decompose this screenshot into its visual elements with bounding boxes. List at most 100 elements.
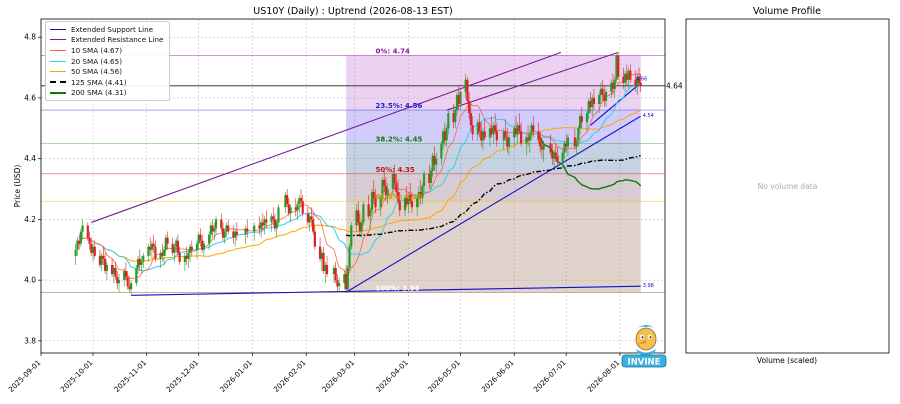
candle-body <box>409 195 412 202</box>
candle-body <box>429 170 433 183</box>
candle-body <box>589 100 592 108</box>
candle-body <box>187 252 190 259</box>
legend-label: Extended Resistance Line <box>71 35 164 45</box>
candle-body <box>286 195 289 205</box>
candle-body <box>296 204 299 211</box>
candle-body <box>195 243 199 250</box>
candle-body <box>150 243 154 250</box>
candle-body <box>124 271 128 278</box>
candle-body <box>159 252 162 259</box>
candle-body <box>130 283 133 290</box>
candle-body <box>213 228 216 232</box>
candle-body <box>592 97 596 105</box>
candle-body <box>235 231 238 235</box>
candle-body <box>208 234 211 244</box>
candle-body <box>416 198 419 208</box>
candle-body <box>481 131 485 141</box>
candle-body <box>258 225 261 229</box>
x-tick-label: 2026-01-01 <box>218 358 254 394</box>
candle-body <box>478 122 481 132</box>
x-tick-label: 2025-11-01 <box>112 358 148 394</box>
candle-body <box>320 252 323 259</box>
candle-body <box>381 179 384 199</box>
candle-body <box>343 274 346 284</box>
candle-body <box>344 274 348 290</box>
candle-body <box>188 246 192 253</box>
candle-body <box>454 110 457 123</box>
candle-body <box>325 264 329 275</box>
legend-label: Extended Support Line <box>71 24 154 34</box>
candle-body <box>310 216 313 220</box>
candle-body <box>552 152 556 159</box>
candle-body <box>468 100 471 114</box>
candle-body <box>244 228 247 235</box>
legend-swatch <box>50 71 66 73</box>
candle-body <box>332 267 336 275</box>
candle-body <box>591 97 594 108</box>
legend-label: 125 SMA (4.41) <box>71 77 127 87</box>
candle-body <box>100 255 103 265</box>
candle-body <box>443 131 446 141</box>
candle-body <box>585 113 589 123</box>
candle-body <box>573 137 576 147</box>
candle-body <box>549 143 552 153</box>
candle-body <box>556 155 559 162</box>
x-tick-label: 2025-12-01 <box>164 358 200 394</box>
candle-body <box>471 125 474 135</box>
candle-body <box>442 131 445 144</box>
candle-body <box>277 207 280 223</box>
candle-body <box>114 267 117 278</box>
candle-body <box>178 252 181 262</box>
y-tick-label: 4.6 <box>24 93 36 102</box>
short-line-end-label: 4.54 <box>643 113 654 119</box>
candle-body <box>452 113 455 123</box>
candle-body <box>391 173 394 190</box>
candle-body <box>578 116 582 129</box>
logo-text: INVINE <box>628 358 661 368</box>
short-trend-line <box>345 115 642 293</box>
candle-body <box>284 195 287 208</box>
candle-body <box>611 82 615 89</box>
candle-body <box>504 131 507 138</box>
candle-body <box>306 213 310 223</box>
candle-body <box>202 243 206 250</box>
candle-body <box>372 192 375 199</box>
candle-body <box>629 70 632 80</box>
fib-level-label: 100%: 3.96 <box>376 284 420 292</box>
candle-body <box>142 255 145 262</box>
legend-entry: 50 SMA (4.56) <box>50 66 165 77</box>
candle-body <box>246 228 249 232</box>
candle-body <box>488 128 492 138</box>
volume-profile-title: Volume Profile <box>753 6 821 17</box>
candle-body <box>294 207 297 211</box>
candle-body <box>263 219 266 226</box>
candle-body <box>201 240 204 250</box>
candle-body <box>410 201 414 208</box>
candle-body <box>346 267 349 290</box>
volume-profile-panel <box>685 18 890 354</box>
candle-body <box>298 198 301 205</box>
candle-body <box>110 264 114 275</box>
candle-body <box>393 173 396 183</box>
candle-body <box>355 210 358 226</box>
candle-body <box>90 243 93 253</box>
candle-body <box>173 246 176 253</box>
candle-body <box>76 240 79 250</box>
legend-label: 20 SMA (4.65) <box>71 56 123 66</box>
candles <box>74 52 642 296</box>
candle-body <box>615 55 618 80</box>
candle-body <box>220 219 223 229</box>
candle-body <box>566 137 570 147</box>
candle-body <box>81 225 84 232</box>
support-end-label: 3.98 <box>643 283 654 289</box>
candle-body <box>112 267 115 275</box>
volume-empty-message: No volume data <box>757 182 818 191</box>
candle-body <box>214 219 218 229</box>
candle-body <box>506 137 509 147</box>
candle-body <box>494 125 497 132</box>
candle-body <box>117 280 121 284</box>
candle-body <box>540 146 544 150</box>
candle-body <box>483 131 486 138</box>
candle-body <box>537 131 540 141</box>
candle-body <box>211 225 214 232</box>
